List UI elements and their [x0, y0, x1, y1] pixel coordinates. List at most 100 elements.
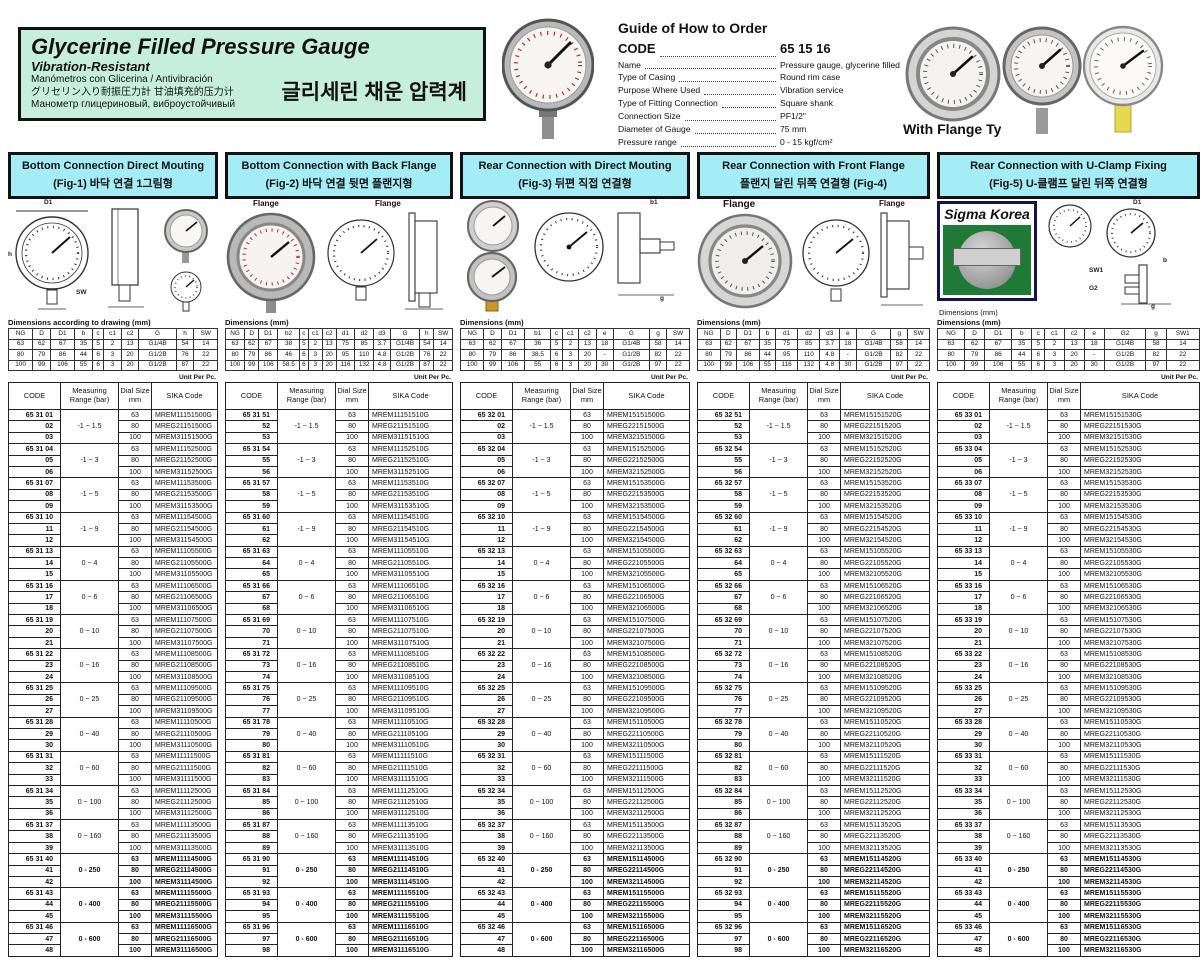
code-row: 36 100 MREM32112530G — [937, 807, 1200, 821]
sika-code-cell: MREM15114520G — [840, 853, 930, 866]
code-row: 18 100 MREM32106530G — [937, 602, 1200, 616]
dim-cell: 6 — [550, 349, 563, 361]
measuring-range-cell: -1 ~ 3 — [277, 443, 336, 479]
dim-cell: 20 — [120, 349, 140, 361]
gauge-photo-yellow-stem — [1082, 25, 1164, 133]
dim-header-cell: SW — [433, 328, 453, 340]
sika-code-cell: MREG21153500G — [151, 488, 218, 502]
drawing-caption: Dimensions (mm) — [939, 308, 998, 317]
dim-cell: G1/2B — [389, 349, 421, 361]
code-cell: 33 — [937, 773, 990, 786]
dim-cell: 22 — [907, 359, 930, 371]
sika-code-cell: MREM11106510G — [368, 579, 453, 593]
dim-label: D1 — [1133, 199, 1142, 206]
sika-code-cell: MREM31153510G — [368, 500, 453, 513]
code-row: 65 31 28 0 ~ 40 63 MREM11110500G — [8, 716, 218, 752]
dial-size-cell: 80 — [807, 727, 841, 741]
code-row: 65 31 60 -1 ~ 9 63 MREM11154510G — [225, 511, 453, 547]
dial-size-cell: 63 — [1047, 716, 1081, 729]
sika-code-cell: MREG22154530G — [1080, 522, 1200, 536]
dial-size-cell: 100 — [570, 773, 604, 786]
dial-size-cell: 80 — [807, 591, 841, 604]
og-label: Type of Fitting Connection — [618, 98, 718, 109]
sika-code-cell: MREG21152500G — [151, 454, 218, 467]
dim-cell: 110 — [354, 349, 375, 361]
code-cell: 65 32 75 — [697, 682, 750, 695]
code-cell: 65 33 16 — [937, 579, 990, 593]
sika-code-cell: MREM15154500G — [603, 511, 690, 524]
code-row: 15 100 MREM31105500G — [8, 568, 218, 581]
dim-cell: 5 — [550, 338, 563, 350]
code-cell: 06 — [460, 465, 513, 479]
code-table-header-row: CODE Measuring Range (bar) Dial Size mm SIK… — [8, 382, 218, 410]
sika-code-cell: MREM32105530G — [1080, 568, 1200, 581]
code-row: 65 31 13 0 ~ 4 63 MREM11105500G — [8, 545, 218, 581]
dim-header-cell: e — [1083, 328, 1105, 340]
measuring-range-cell: 0 - 400 — [277, 887, 336, 923]
dial-size-cell: 63 — [118, 511, 152, 524]
sika-code-cell: MREM15153530G — [1080, 477, 1200, 490]
code-row: 65 31 90 0 - 250 63 MREM11114510G — [225, 853, 453, 889]
dial-size-cell: 100 — [1047, 568, 1081, 581]
code-cell: 67 — [697, 591, 750, 604]
code-table-header-cell: Measuring Range (bar) — [749, 382, 808, 410]
code-row: 65 31 22 0 ~ 16 63 MREM11108500G — [8, 648, 218, 684]
order-guide-row: Name Pressure gauge, glycerine filled — [618, 59, 908, 72]
flange-gauge-photo — [226, 212, 316, 313]
dial-size-cell: 80 — [335, 727, 369, 741]
code-row: 23 80 MREG22108500G — [460, 659, 690, 673]
code-row: 88 80 MREG21113510G — [225, 830, 453, 843]
code-cell: 17 — [460, 591, 513, 604]
dim-row: 80 79 86 44 6 3 20- G1/2B 82 22 — [936, 349, 1200, 361]
dim-cell: 75 — [775, 338, 798, 350]
code-row: 33 100 MREM31111500G — [8, 773, 218, 786]
dial-size-cell: 80 — [118, 454, 152, 467]
gauge-side-drawing-flange — [880, 212, 924, 306]
code-cell: 35 — [937, 796, 990, 809]
code-cell: 14 — [937, 557, 990, 570]
code-cell: 65 32 37 — [460, 819, 513, 832]
measuring-range-cell: 0 ~ 10 — [749, 614, 808, 650]
code-cell: 15 — [937, 568, 990, 581]
measuring-range-cell: 0 - 400 — [60, 887, 119, 923]
code-row: 38 80 MREG22113530G — [937, 830, 1200, 843]
code-cell: 24 — [8, 670, 61, 684]
code-cell: 65 31 81 — [225, 750, 278, 764]
dim-cell: 13 — [321, 338, 337, 350]
dim-header-cell: c1 — [1044, 328, 1065, 340]
code-cell: 18 — [8, 602, 61, 616]
dial-size-cell: 63 — [118, 408, 152, 422]
dial-size-cell: 63 — [570, 819, 604, 832]
sika-code-cell: MREM11112510G — [368, 784, 453, 798]
dial-size-cell: 100 — [570, 636, 604, 650]
dial-size-cell: 100 — [807, 705, 841, 718]
code-row: 77 100 MREM32109520G — [697, 705, 930, 718]
dim-header-cell: G — [855, 328, 892, 340]
measuring-range-cell: -1 ~ 5 — [512, 477, 571, 513]
code-row: 65 32 51 -1 ~ 1.5 63 MREM15151520G — [697, 408, 930, 445]
dotted-leader — [704, 94, 776, 96]
sika-code-cell: MREM32106520G — [840, 602, 930, 616]
dial-size-cell: 63 — [1047, 921, 1081, 934]
code-cell: 26 — [8, 693, 61, 707]
code-cell: 09 — [937, 500, 990, 513]
sika-code-cell: MREM15113520G — [840, 819, 930, 832]
sika-code-cell: MREG21116510G — [368, 932, 453, 946]
code-cell: 14 — [8, 557, 61, 570]
sika-code-cell: MREG22115500G — [603, 898, 690, 912]
dim-cell: 99 — [964, 359, 986, 371]
dim-header-cell: b2 — [277, 328, 300, 340]
sika-code-cell: MREG22108530G — [1080, 659, 1200, 673]
code-row: 59 100 MREM31153510G — [225, 500, 453, 513]
code-cell: 65 31 54 — [225, 443, 278, 456]
code-row: 41 80 MREG21114500G — [8, 864, 218, 878]
sika-code-cell: MREM31109500G — [151, 705, 218, 718]
sika-code-cell: MREM32109520G — [840, 705, 930, 718]
code-row: 76 80 MREG21109510G — [225, 693, 453, 707]
dim-cell: 20 — [120, 359, 140, 371]
sika-code-cell: MREG22152500G — [603, 454, 690, 467]
code-row: 74 100 MREM31108510G — [225, 670, 453, 684]
dim-cell: 22 — [666, 359, 690, 371]
code-cell: 12 — [8, 534, 61, 547]
code-cell: 62 — [697, 534, 750, 547]
